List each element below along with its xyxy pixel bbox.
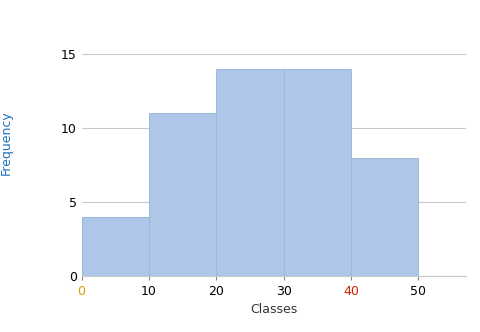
X-axis label: Classes: Classes <box>250 303 297 316</box>
Bar <box>149 113 216 276</box>
Bar <box>351 157 419 276</box>
Bar <box>216 69 284 276</box>
Bar <box>82 216 149 276</box>
Bar <box>284 69 351 276</box>
Y-axis label: Frequency: Frequency <box>0 110 12 175</box>
